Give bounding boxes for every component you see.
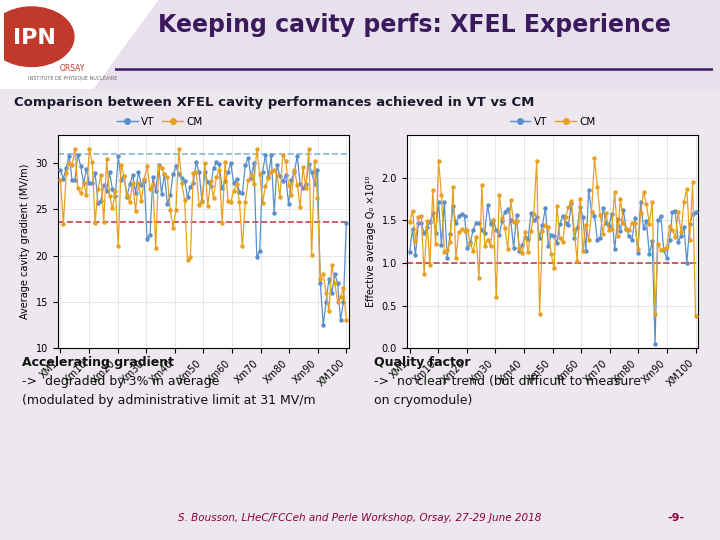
Line: CM: CM <box>408 156 698 318</box>
CM <box>472 233 480 240</box>
CM <box>230 187 238 194</box>
VT <box>114 153 122 160</box>
CM <box>342 317 351 323</box>
CM <box>114 243 122 249</box>
VT <box>683 260 691 266</box>
CM <box>460 228 469 234</box>
CM <box>330 280 339 287</box>
CM <box>680 199 688 205</box>
VT <box>553 239 562 246</box>
VT <box>333 280 342 287</box>
Line: VT: VT <box>58 152 348 327</box>
VT <box>56 166 65 173</box>
Line: VT: VT <box>408 188 698 346</box>
CM <box>56 177 65 184</box>
VT <box>405 249 414 255</box>
Text: (modulated by administrative limit at 31 MV/m: (modulated by administrative limit at 31… <box>22 394 315 407</box>
VT <box>207 183 215 190</box>
VT <box>125 181 134 187</box>
Y-axis label: Average cavity gradient (MV/m): Average cavity gradient (MV/m) <box>20 164 30 319</box>
VT <box>460 213 469 219</box>
VT <box>691 209 700 215</box>
Text: S. Bousson, LHeC/FCCeh and Perle Workshop, Orsay, 27-29 June 2018: S. Bousson, LHeC/FCCeh and Perle Worksho… <box>179 514 541 523</box>
CM <box>576 196 585 202</box>
Text: Comparison between XFEL cavity performances achieved in VT vs CM: Comparison between XFEL cavity performan… <box>14 96 535 109</box>
CM <box>322 289 330 296</box>
CM <box>553 202 562 209</box>
VT <box>651 341 660 347</box>
Legend: VT, CM: VT, CM <box>112 112 207 131</box>
Text: ORSAY: ORSAY <box>60 64 86 72</box>
VT <box>325 275 333 282</box>
Text: INSTITUTE DE PHYSIQUE NUCLÉAIRE: INSTITUTE DE PHYSIQUE NUCLÉAIRE <box>28 75 117 80</box>
VT <box>576 204 585 211</box>
Text: Accelerating gradient: Accelerating gradient <box>22 356 174 369</box>
CM <box>125 199 134 206</box>
CM <box>405 219 414 225</box>
Text: IPN: IPN <box>14 28 56 48</box>
Legend: VT, CM: VT, CM <box>505 112 600 131</box>
VT <box>230 180 238 187</box>
Text: on cryomodule): on cryomodule) <box>374 394 473 407</box>
CM <box>590 154 599 161</box>
VT <box>342 220 351 226</box>
CM <box>671 234 680 240</box>
Text: ->  degraded by 3% in average: -> degraded by 3% in average <box>22 375 219 388</box>
VT <box>73 152 82 158</box>
VT <box>319 322 328 328</box>
CM <box>691 313 700 319</box>
VT <box>585 187 593 193</box>
Line: CM: CM <box>58 147 348 323</box>
Text: -9-: -9- <box>667 514 684 523</box>
Text: Quality factor: Quality factor <box>374 356 471 369</box>
Text: ->  no clear trend (but difficult to measure: -> no clear trend (but difficult to meas… <box>374 375 642 388</box>
Text: Keeping cavity perfs: XFEL Experience: Keeping cavity perfs: XFEL Experience <box>158 13 670 37</box>
Circle shape <box>0 7 74 66</box>
VT <box>674 239 683 245</box>
VT <box>472 219 480 226</box>
CM <box>207 178 215 184</box>
CM <box>71 146 79 152</box>
Y-axis label: Effective average Q₀ ×10¹⁰: Effective average Q₀ ×10¹⁰ <box>366 176 376 307</box>
